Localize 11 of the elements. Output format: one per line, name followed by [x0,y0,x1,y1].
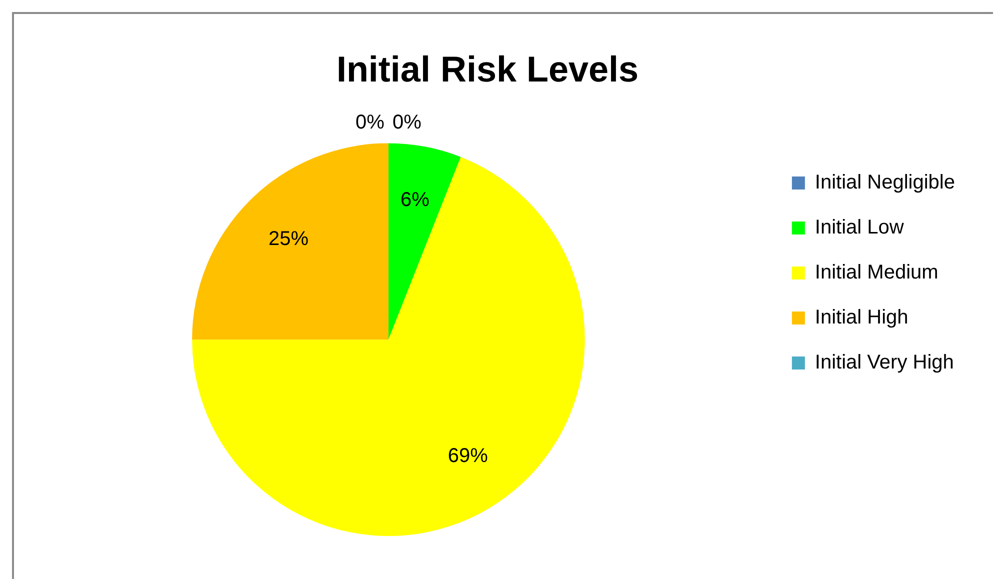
chart-title: Initial Risk Levels [336,48,639,90]
data-label: 69% [448,445,488,468]
legend-label: Initial Medium [814,262,938,284]
legend-label: Initial High [814,306,908,329]
legend-label: Initial Low [814,216,904,239]
data-label: 6% [400,189,430,212]
text: 0% [356,112,384,134]
legend-label: Initial Very High [814,352,954,374]
legend-label: Initial Negligible [814,172,955,194]
data-label: 25% [268,228,309,250]
text: 0% [392,112,422,134]
